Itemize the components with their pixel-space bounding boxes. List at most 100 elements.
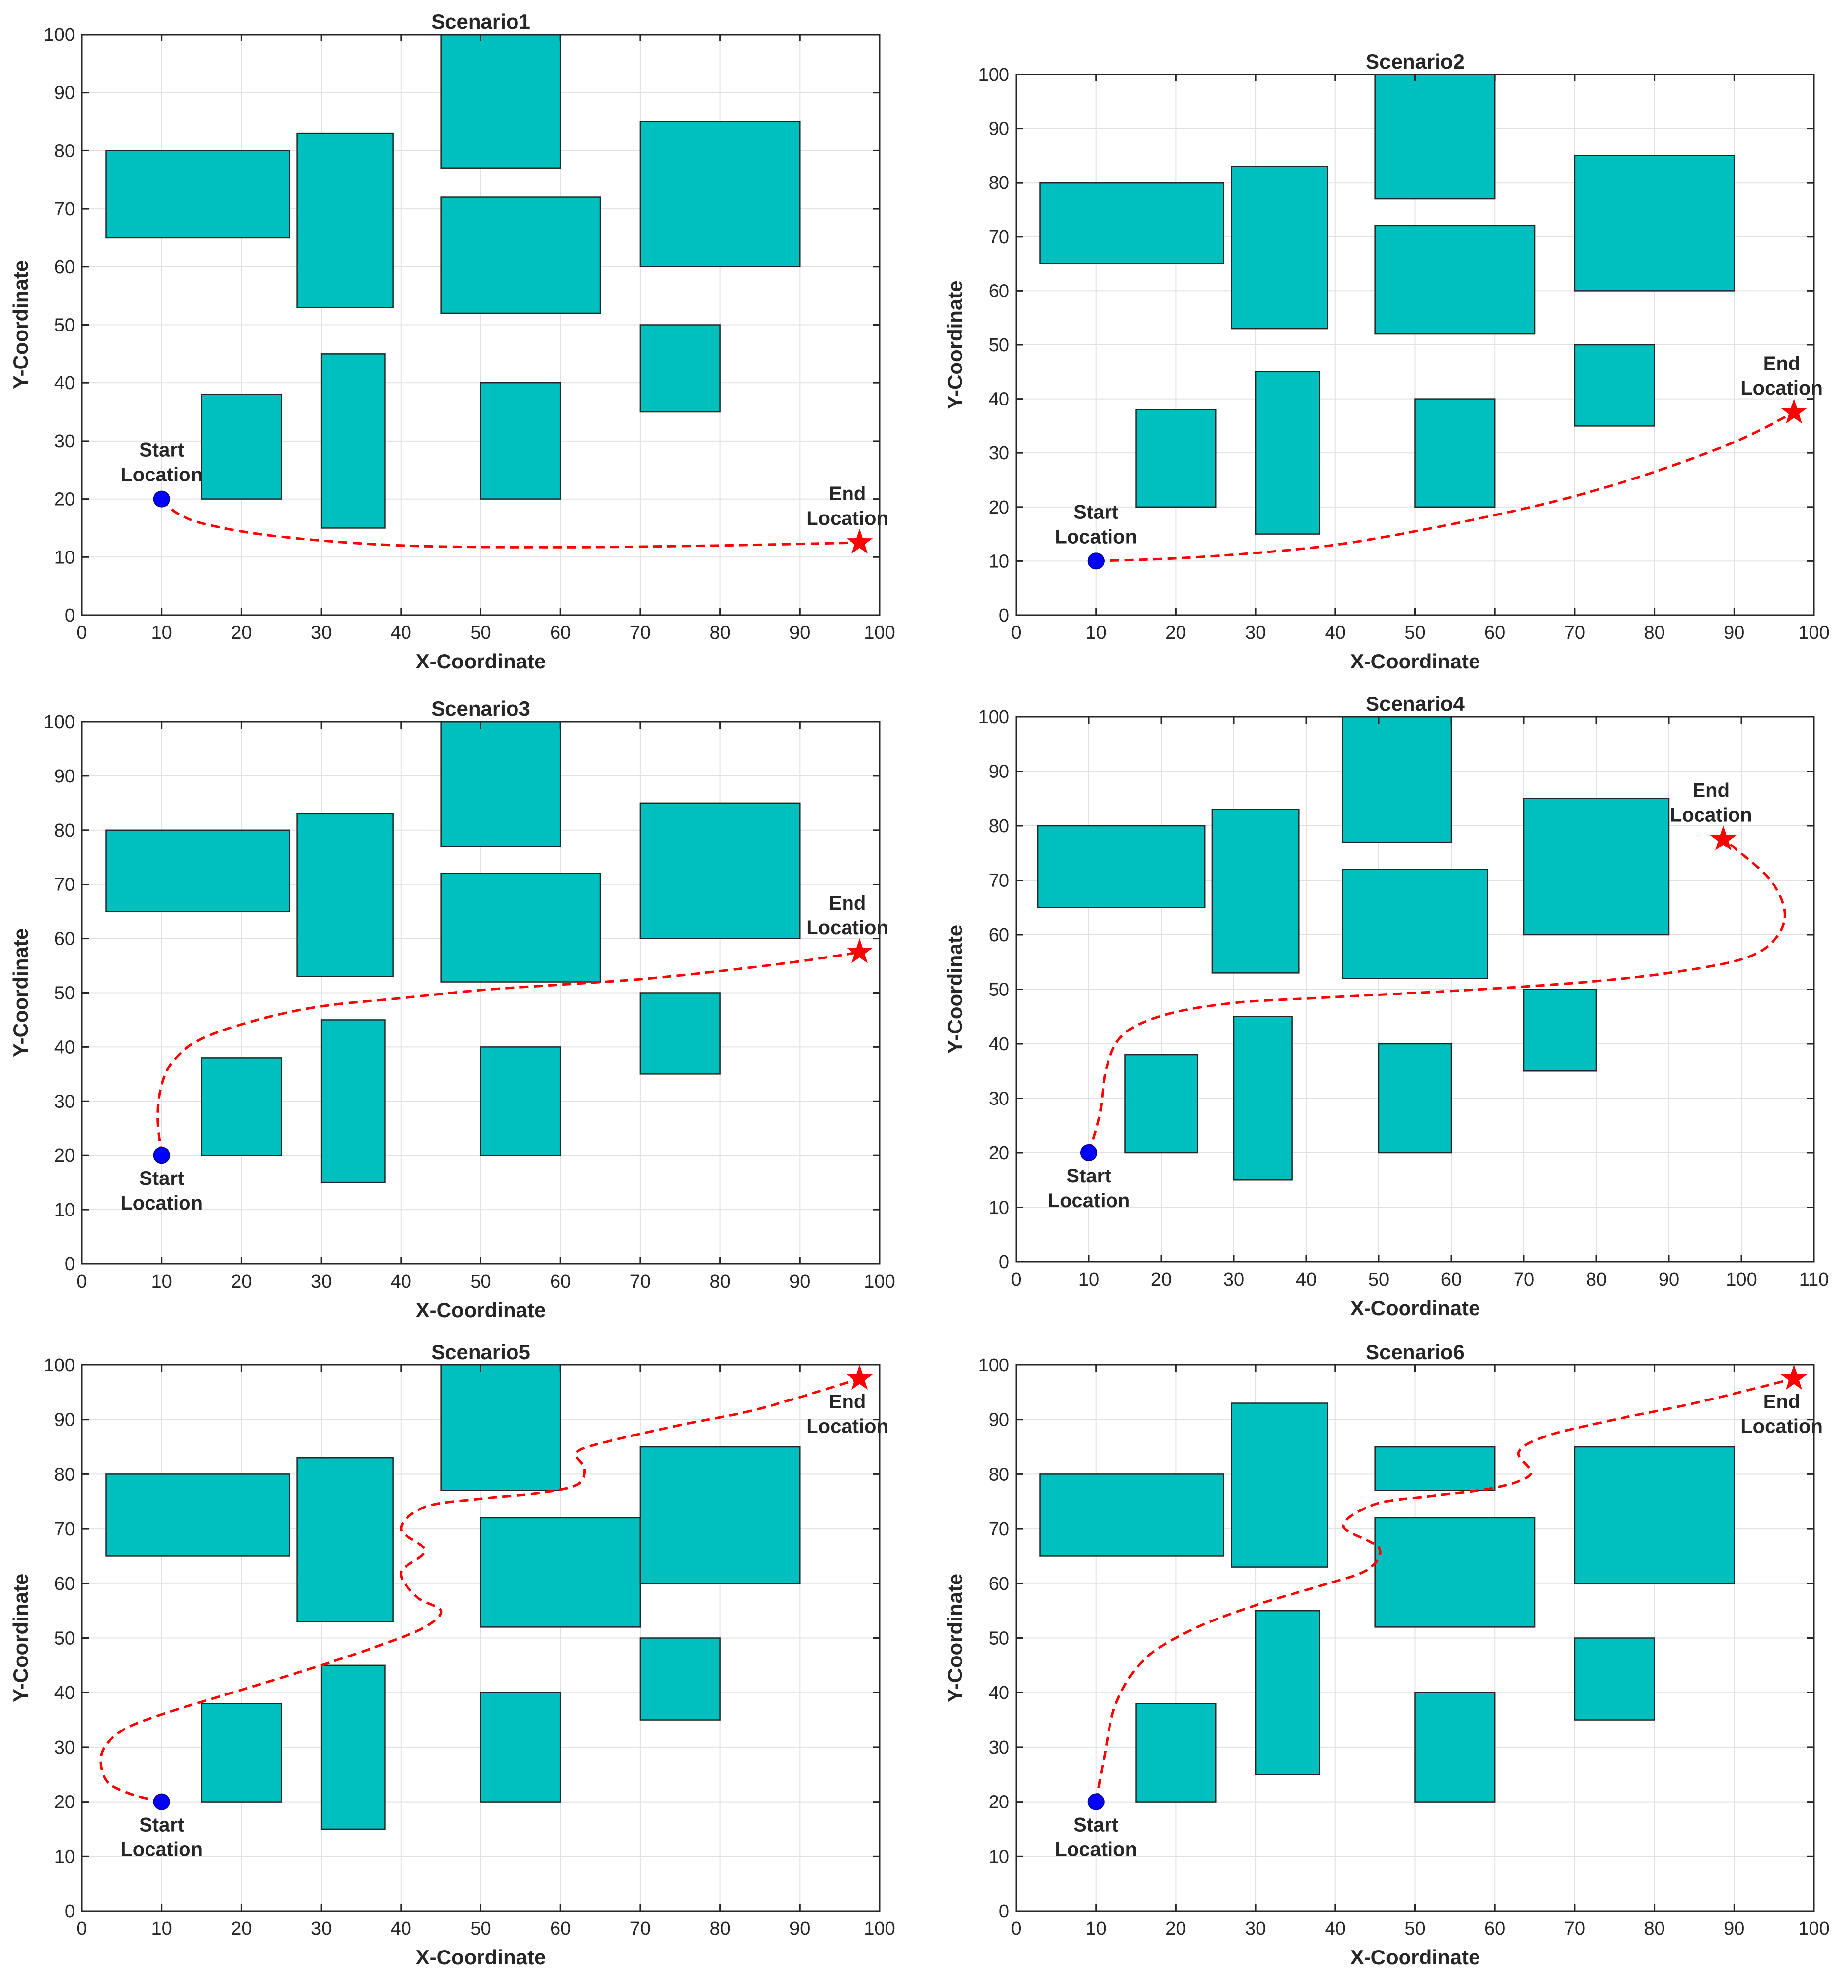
obstacle-rect-5 (1574, 155, 1735, 292)
y-tick-label: 100 (44, 712, 75, 733)
y-tick-label: 20 (54, 1145, 75, 1166)
x-tick-label: 0 (76, 623, 87, 643)
y-tick-label: 50 (54, 983, 75, 1004)
obstacle-rect-9 (1523, 989, 1597, 1072)
chart-panel-3: 0 10 20 30 40 50 60 70 80 90 100 0 10 20 30 40 50 60 70 80 9… (9, 697, 895, 1322)
x-tick-label: 10 (151, 1271, 172, 1292)
y-tick-label: 70 (54, 199, 75, 220)
y-tick-label: 70 (989, 871, 1009, 891)
obstacle-rect-6 (1124, 1054, 1198, 1154)
y-tick-label: 80 (54, 141, 75, 161)
start-location-label: Location (1055, 1839, 1137, 1861)
x-tick-label: 20 (1151, 1269, 1172, 1290)
end-location-label: End (829, 1391, 866, 1413)
obstacle-rect-4 (1374, 1517, 1536, 1628)
y-tick-label: 60 (54, 1574, 75, 1594)
x-tick-label: 30 (1223, 1269, 1244, 1290)
y-tick-label: 90 (989, 762, 1009, 782)
end-location-label: End (1763, 353, 1801, 374)
y-tick-label: 30 (54, 431, 75, 452)
x-tick-label: 40 (391, 1918, 411, 1939)
obstacle-rect-4 (440, 873, 601, 983)
end-location-label: End (1763, 1391, 1801, 1413)
start-marker (1087, 552, 1105, 570)
y-tick-label: 50 (54, 315, 75, 336)
x-tick-label: 70 (630, 1918, 651, 1939)
y-tick-label: 30 (989, 443, 1009, 464)
y-tick-label: 30 (54, 1091, 75, 1112)
obstacle-rect-8 (480, 1046, 561, 1156)
y-tick-label: 80 (989, 1464, 1009, 1485)
x-tick-label: 80 (1644, 623, 1664, 643)
x-tick-label: 70 (1514, 1269, 1534, 1290)
obstacle-rect-2 (296, 132, 394, 308)
x-tick-label: 30 (311, 1918, 332, 1939)
obstacle-rect-5 (639, 802, 801, 939)
start-marker (1087, 1793, 1105, 1810)
y-tick-label: 60 (54, 257, 75, 278)
y-tick-label: 70 (54, 1519, 75, 1540)
x-tick-label: 0 (76, 1271, 87, 1292)
obstacle-rect-2 (296, 813, 394, 977)
x-tick-label: 80 (1586, 1269, 1607, 1290)
y-tick-label: 90 (989, 1410, 1009, 1431)
obstacle-rect-5 (1523, 798, 1670, 936)
y-tick-label: 10 (54, 1846, 75, 1867)
y-tick-label: 100 (44, 25, 75, 45)
end-location-label: Location (806, 1416, 888, 1437)
start-marker (153, 490, 170, 508)
obstacle-rect-5 (639, 121, 801, 268)
x-axis-label: X-Coordinate (1350, 1296, 1480, 1320)
x-tick-label: 20 (1165, 1918, 1186, 1939)
planned-path-line (156, 951, 860, 1156)
start-marker (153, 1793, 170, 1810)
x-tick-label: 0 (1011, 1918, 1021, 1939)
y-tick-label: 70 (54, 875, 75, 895)
y-tick-label: 80 (989, 816, 1009, 837)
x-tick-label: 80 (709, 1918, 730, 1939)
obstacle-rect-6 (201, 1057, 282, 1156)
x-tick-label: 70 (630, 623, 651, 643)
chart-panel-1: 0 10 20 30 40 50 60 70 80 90 100 0 10 20 30 40 50 60 70 80 9… (9, 10, 895, 673)
x-tick-label: 100 (864, 1918, 895, 1939)
chart-panel-6: 0 10 20 30 40 50 60 70 80 90 100 0 10 20 30 40 50 60 70 80 9… (943, 1340, 1830, 1969)
y-tick-label: 100 (44, 1355, 75, 1376)
x-tick-label: 70 (1564, 623, 1585, 643)
x-tick-label: 50 (470, 623, 491, 643)
x-tick-label: 10 (151, 1918, 172, 1939)
end-location-label: Location (1670, 805, 1752, 826)
x-tick-label: 20 (231, 623, 252, 643)
start-location-label: Start (1066, 1165, 1111, 1187)
start-location-label: Location (120, 1192, 203, 1214)
y-tick-label: 40 (54, 373, 75, 394)
planned-path-line (1096, 411, 1795, 562)
chart-title: Scenario6 (1366, 1340, 1465, 1363)
y-tick-label: 0 (65, 1901, 75, 1922)
y-tick-label: 10 (54, 1200, 75, 1220)
y-tick-label: 80 (54, 1464, 75, 1485)
obstacle-rect-1 (105, 1473, 290, 1557)
x-tick-label: 90 (789, 1271, 810, 1292)
y-tick-label: 90 (54, 766, 75, 787)
y-tick-label: 60 (54, 929, 75, 950)
x-tick-label: 90 (1724, 1918, 1744, 1939)
obstacle-rect-6 (1135, 409, 1217, 508)
chart-title: Scenario1 (431, 10, 530, 33)
start-location-label: Location (120, 1839, 203, 1861)
obstacle-rect-7 (1255, 1610, 1320, 1775)
x-tick-label: 60 (1484, 1918, 1505, 1939)
obstacle-rect-7 (1255, 371, 1320, 535)
obstacle-rect-7 (1233, 1016, 1293, 1181)
obstacle-rect-7 (320, 1019, 386, 1183)
x-tick-label: 30 (311, 623, 332, 643)
start-marker (1080, 1144, 1097, 1161)
start-location-label: Start (139, 1814, 184, 1836)
obstacle-rect-4 (440, 196, 601, 314)
x-tick-label: 60 (1484, 623, 1505, 643)
x-tick-label: 60 (1441, 1269, 1462, 1290)
y-tick-label: 90 (54, 1410, 75, 1431)
x-tick-label: 90 (1724, 623, 1744, 643)
obstacle-rect-4 (1342, 869, 1488, 979)
y-axis-label: Y-Coordinate (9, 1574, 32, 1702)
y-tick-label: 20 (989, 1792, 1009, 1813)
